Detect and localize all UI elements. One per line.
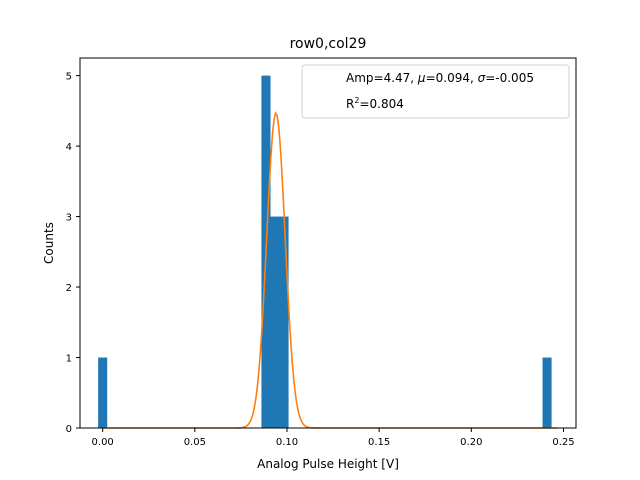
histogram-bar-0: [98, 357, 108, 428]
x-tick-label: 0.20: [460, 437, 482, 448]
histogram-bar-2: [270, 216, 280, 428]
legend-line-params: Amp=4.47, μ=0.094, σ=-0.005: [346, 71, 534, 85]
y-tick-label: 2: [66, 283, 72, 294]
fit-curve: [102, 111, 558, 429]
histogram-bar-3: [279, 216, 289, 428]
y-tick-label: 5: [66, 72, 72, 83]
x-tick-label: 0.05: [184, 437, 206, 448]
x-tick-label: 0.00: [92, 437, 114, 448]
fit-curve-group: [102, 111, 558, 429]
x-tick-label: 0.15: [368, 437, 390, 448]
histogram-bar-4: [542, 357, 552, 428]
x-axis-title: Analog Pulse Height [V]: [257, 457, 399, 471]
legend-box: [301, 64, 570, 119]
x-axis-ticks: 0.00 0.05 0.10 0.15 0.20 0.25: [92, 428, 575, 448]
histogram-bars: [98, 75, 552, 428]
x-tick-label: 0.10: [276, 437, 298, 448]
y-axis-ticks: 0 1 2 3 4 5: [66, 72, 80, 435]
y-tick-label: 3: [66, 213, 72, 224]
legend-line-r2: R2=0.804: [346, 96, 404, 111]
plot-frame: [79, 57, 577, 429]
y-tick-label: 1: [66, 354, 72, 365]
legend: Amp=4.47, μ=0.094, σ=-0.005 R2=0.804: [301, 64, 570, 119]
x-tick-label: 0.25: [552, 437, 574, 448]
y-tick-label: 0: [66, 424, 72, 435]
y-tick-label: 4: [66, 142, 72, 153]
y-axis-title: Counts: [42, 222, 56, 264]
chart-title: row0,col29: [290, 36, 367, 52]
